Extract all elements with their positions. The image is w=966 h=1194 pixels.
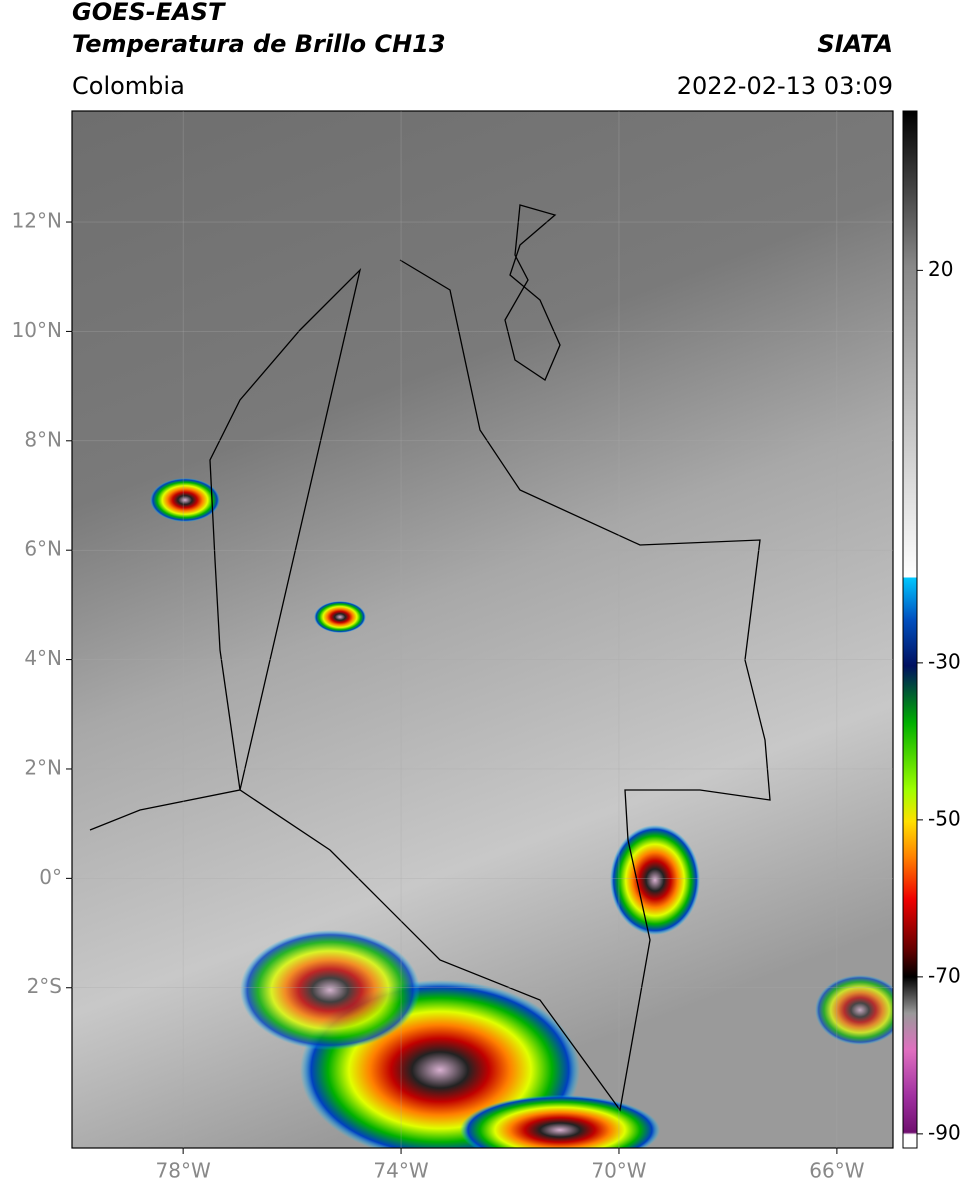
lon-tick-label: 78°W xyxy=(156,1159,211,1183)
colorbar xyxy=(902,110,918,1149)
region-label: Colombia xyxy=(72,72,185,100)
colorbar-tick-label: -90 xyxy=(928,1120,961,1144)
lat-tick-label: 0° xyxy=(39,865,62,889)
colorbar-tick-label: -30 xyxy=(928,649,961,673)
satellite-title: GOES-EAST xyxy=(72,0,226,26)
colorbar-tick-label: -50 xyxy=(928,806,961,830)
lat-tick-label: 12°N xyxy=(12,209,62,233)
product-title: Temperatura de Brillo CH13 xyxy=(72,30,446,58)
lon-tick-label: 74°W xyxy=(373,1159,428,1183)
lat-tick-label: 10°N xyxy=(12,318,62,342)
source-label: SIATA xyxy=(817,30,893,58)
datetime-label: 2022-02-13 03:09 xyxy=(677,72,893,100)
lon-tick-label: 70°W xyxy=(591,1159,646,1183)
colorbar-tick-label: 20 xyxy=(928,257,953,281)
map-image xyxy=(72,111,893,1148)
lat-tick-label: 2°S xyxy=(27,974,62,998)
lat-tick-label: 6°N xyxy=(24,537,62,561)
colorbar-tick-label: -70 xyxy=(928,963,961,987)
map-frame xyxy=(71,110,894,1149)
lon-tick-label: 66°W xyxy=(809,1159,864,1183)
lat-tick-label: 4°N xyxy=(24,646,62,670)
lat-tick-label: 8°N xyxy=(24,427,62,451)
lat-tick-label: 2°N xyxy=(24,755,62,779)
